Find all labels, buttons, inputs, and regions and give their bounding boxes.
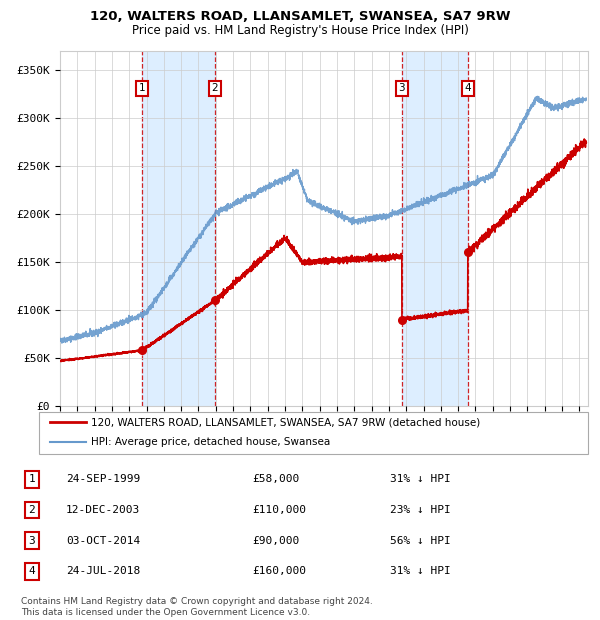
Text: 24-JUL-2018: 24-JUL-2018 xyxy=(66,567,140,577)
Text: 56% ↓ HPI: 56% ↓ HPI xyxy=(390,536,451,546)
Text: 120, WALTERS ROAD, LLANSAMLET, SWANSEA, SA7 9RW: 120, WALTERS ROAD, LLANSAMLET, SWANSEA, … xyxy=(90,10,510,23)
Text: 3: 3 xyxy=(398,83,405,93)
Text: £160,000: £160,000 xyxy=(252,567,306,577)
Bar xyxy=(142,51,215,406)
Text: 23% ↓ HPI: 23% ↓ HPI xyxy=(390,505,451,515)
FancyBboxPatch shape xyxy=(39,412,588,454)
Text: Contains HM Land Registry data © Crown copyright and database right 2024.
This d: Contains HM Land Registry data © Crown c… xyxy=(21,598,373,617)
Text: 12-DEC-2003: 12-DEC-2003 xyxy=(66,505,140,515)
Text: 31% ↓ HPI: 31% ↓ HPI xyxy=(390,567,451,577)
Text: 4: 4 xyxy=(464,83,471,93)
Text: £110,000: £110,000 xyxy=(252,505,306,515)
Text: Price paid vs. HM Land Registry's House Price Index (HPI): Price paid vs. HM Land Registry's House … xyxy=(131,24,469,37)
Text: 1: 1 xyxy=(139,83,145,93)
Text: 31% ↓ HPI: 31% ↓ HPI xyxy=(390,474,451,484)
Text: £90,000: £90,000 xyxy=(252,536,299,546)
Text: 2: 2 xyxy=(212,83,218,93)
Text: 03-OCT-2014: 03-OCT-2014 xyxy=(66,536,140,546)
Text: 2: 2 xyxy=(28,505,35,515)
Text: £58,000: £58,000 xyxy=(252,474,299,484)
Text: 120, WALTERS ROAD, LLANSAMLET, SWANSEA, SA7 9RW (detached house): 120, WALTERS ROAD, LLANSAMLET, SWANSEA, … xyxy=(91,417,481,427)
Text: HPI: Average price, detached house, Swansea: HPI: Average price, detached house, Swan… xyxy=(91,437,331,447)
Text: 1: 1 xyxy=(28,474,35,484)
Bar xyxy=(402,51,468,406)
Text: 4: 4 xyxy=(28,567,35,577)
Text: 3: 3 xyxy=(28,536,35,546)
Text: 24-SEP-1999: 24-SEP-1999 xyxy=(66,474,140,484)
